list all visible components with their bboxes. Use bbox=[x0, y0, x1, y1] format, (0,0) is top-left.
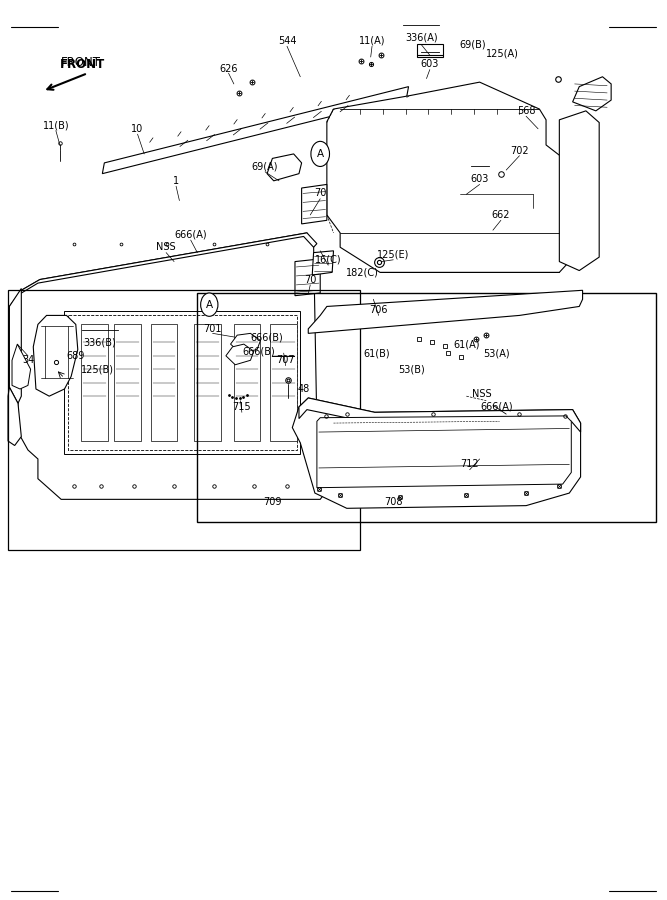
Polygon shape bbox=[295, 259, 320, 296]
Polygon shape bbox=[9, 233, 327, 500]
Text: 53(B): 53(B) bbox=[398, 364, 426, 374]
Polygon shape bbox=[327, 82, 570, 273]
Polygon shape bbox=[231, 333, 260, 353]
Polygon shape bbox=[267, 154, 301, 181]
Polygon shape bbox=[20, 233, 317, 294]
Polygon shape bbox=[416, 44, 443, 57]
Polygon shape bbox=[317, 416, 572, 488]
Text: 603: 603 bbox=[470, 174, 489, 184]
Text: 708: 708 bbox=[384, 497, 402, 507]
Text: 701: 701 bbox=[203, 324, 222, 334]
Text: 715: 715 bbox=[233, 402, 251, 412]
Text: 603: 603 bbox=[421, 59, 439, 69]
Text: 1: 1 bbox=[173, 176, 179, 185]
Polygon shape bbox=[12, 344, 31, 389]
Text: 568: 568 bbox=[517, 106, 536, 116]
Text: A: A bbox=[205, 300, 213, 310]
Text: 34: 34 bbox=[22, 356, 34, 365]
Polygon shape bbox=[114, 324, 141, 441]
Text: FRONT: FRONT bbox=[61, 56, 101, 69]
Polygon shape bbox=[573, 76, 611, 111]
Text: 666(B): 666(B) bbox=[251, 333, 283, 343]
Text: 125(A): 125(A) bbox=[486, 49, 520, 58]
Text: 70: 70 bbox=[314, 188, 326, 198]
Polygon shape bbox=[33, 315, 78, 396]
Text: 69(B): 69(B) bbox=[460, 40, 486, 50]
Text: 16(C): 16(C) bbox=[315, 255, 342, 265]
Polygon shape bbox=[308, 291, 582, 333]
Text: 336(A): 336(A) bbox=[405, 32, 438, 42]
Text: 10: 10 bbox=[131, 124, 143, 134]
Circle shape bbox=[201, 293, 218, 316]
Polygon shape bbox=[301, 184, 327, 224]
Polygon shape bbox=[560, 111, 599, 271]
Text: 69(A): 69(A) bbox=[252, 161, 278, 172]
Text: 11(B): 11(B) bbox=[43, 121, 69, 130]
Polygon shape bbox=[292, 398, 580, 508]
Text: 61(B): 61(B) bbox=[364, 348, 390, 358]
Polygon shape bbox=[9, 289, 21, 403]
Polygon shape bbox=[8, 387, 21, 446]
Text: 666(B): 666(B) bbox=[243, 346, 275, 356]
Text: 707: 707 bbox=[276, 356, 295, 365]
Text: 182(C): 182(C) bbox=[346, 267, 378, 277]
Text: 70: 70 bbox=[304, 274, 316, 284]
Text: 706: 706 bbox=[370, 305, 388, 315]
Text: 544: 544 bbox=[277, 36, 296, 46]
Text: 712: 712 bbox=[460, 459, 479, 470]
Bar bbox=[197, 293, 656, 522]
Text: 53(A): 53(A) bbox=[483, 349, 510, 359]
Text: 662: 662 bbox=[492, 210, 510, 220]
Text: 709: 709 bbox=[263, 497, 281, 507]
Bar bbox=[8, 291, 360, 551]
Polygon shape bbox=[234, 324, 260, 441]
Polygon shape bbox=[194, 324, 221, 441]
Text: 48: 48 bbox=[297, 384, 309, 394]
Circle shape bbox=[311, 141, 329, 166]
Text: NSS: NSS bbox=[156, 242, 176, 252]
Text: FRONT: FRONT bbox=[60, 58, 105, 71]
Polygon shape bbox=[151, 324, 177, 441]
Polygon shape bbox=[65, 310, 300, 454]
Text: 689: 689 bbox=[67, 351, 85, 361]
Polygon shape bbox=[226, 344, 253, 364]
Polygon shape bbox=[270, 324, 297, 441]
Polygon shape bbox=[81, 324, 107, 441]
Text: 336(B): 336(B) bbox=[83, 338, 116, 347]
Text: NSS: NSS bbox=[472, 390, 492, 400]
Text: 11(A): 11(A) bbox=[359, 36, 386, 46]
Polygon shape bbox=[102, 86, 409, 174]
Polygon shape bbox=[312, 251, 334, 275]
Text: 702: 702 bbox=[510, 146, 529, 157]
Text: 626: 626 bbox=[219, 64, 238, 74]
Text: 61(A): 61(A) bbox=[453, 339, 480, 349]
Polygon shape bbox=[299, 398, 580, 432]
Text: A: A bbox=[317, 148, 323, 159]
Text: 125(E): 125(E) bbox=[377, 249, 410, 259]
Text: 125(B): 125(B) bbox=[81, 364, 114, 374]
Text: 666(A): 666(A) bbox=[480, 402, 512, 412]
Text: 666(A): 666(A) bbox=[174, 230, 207, 239]
